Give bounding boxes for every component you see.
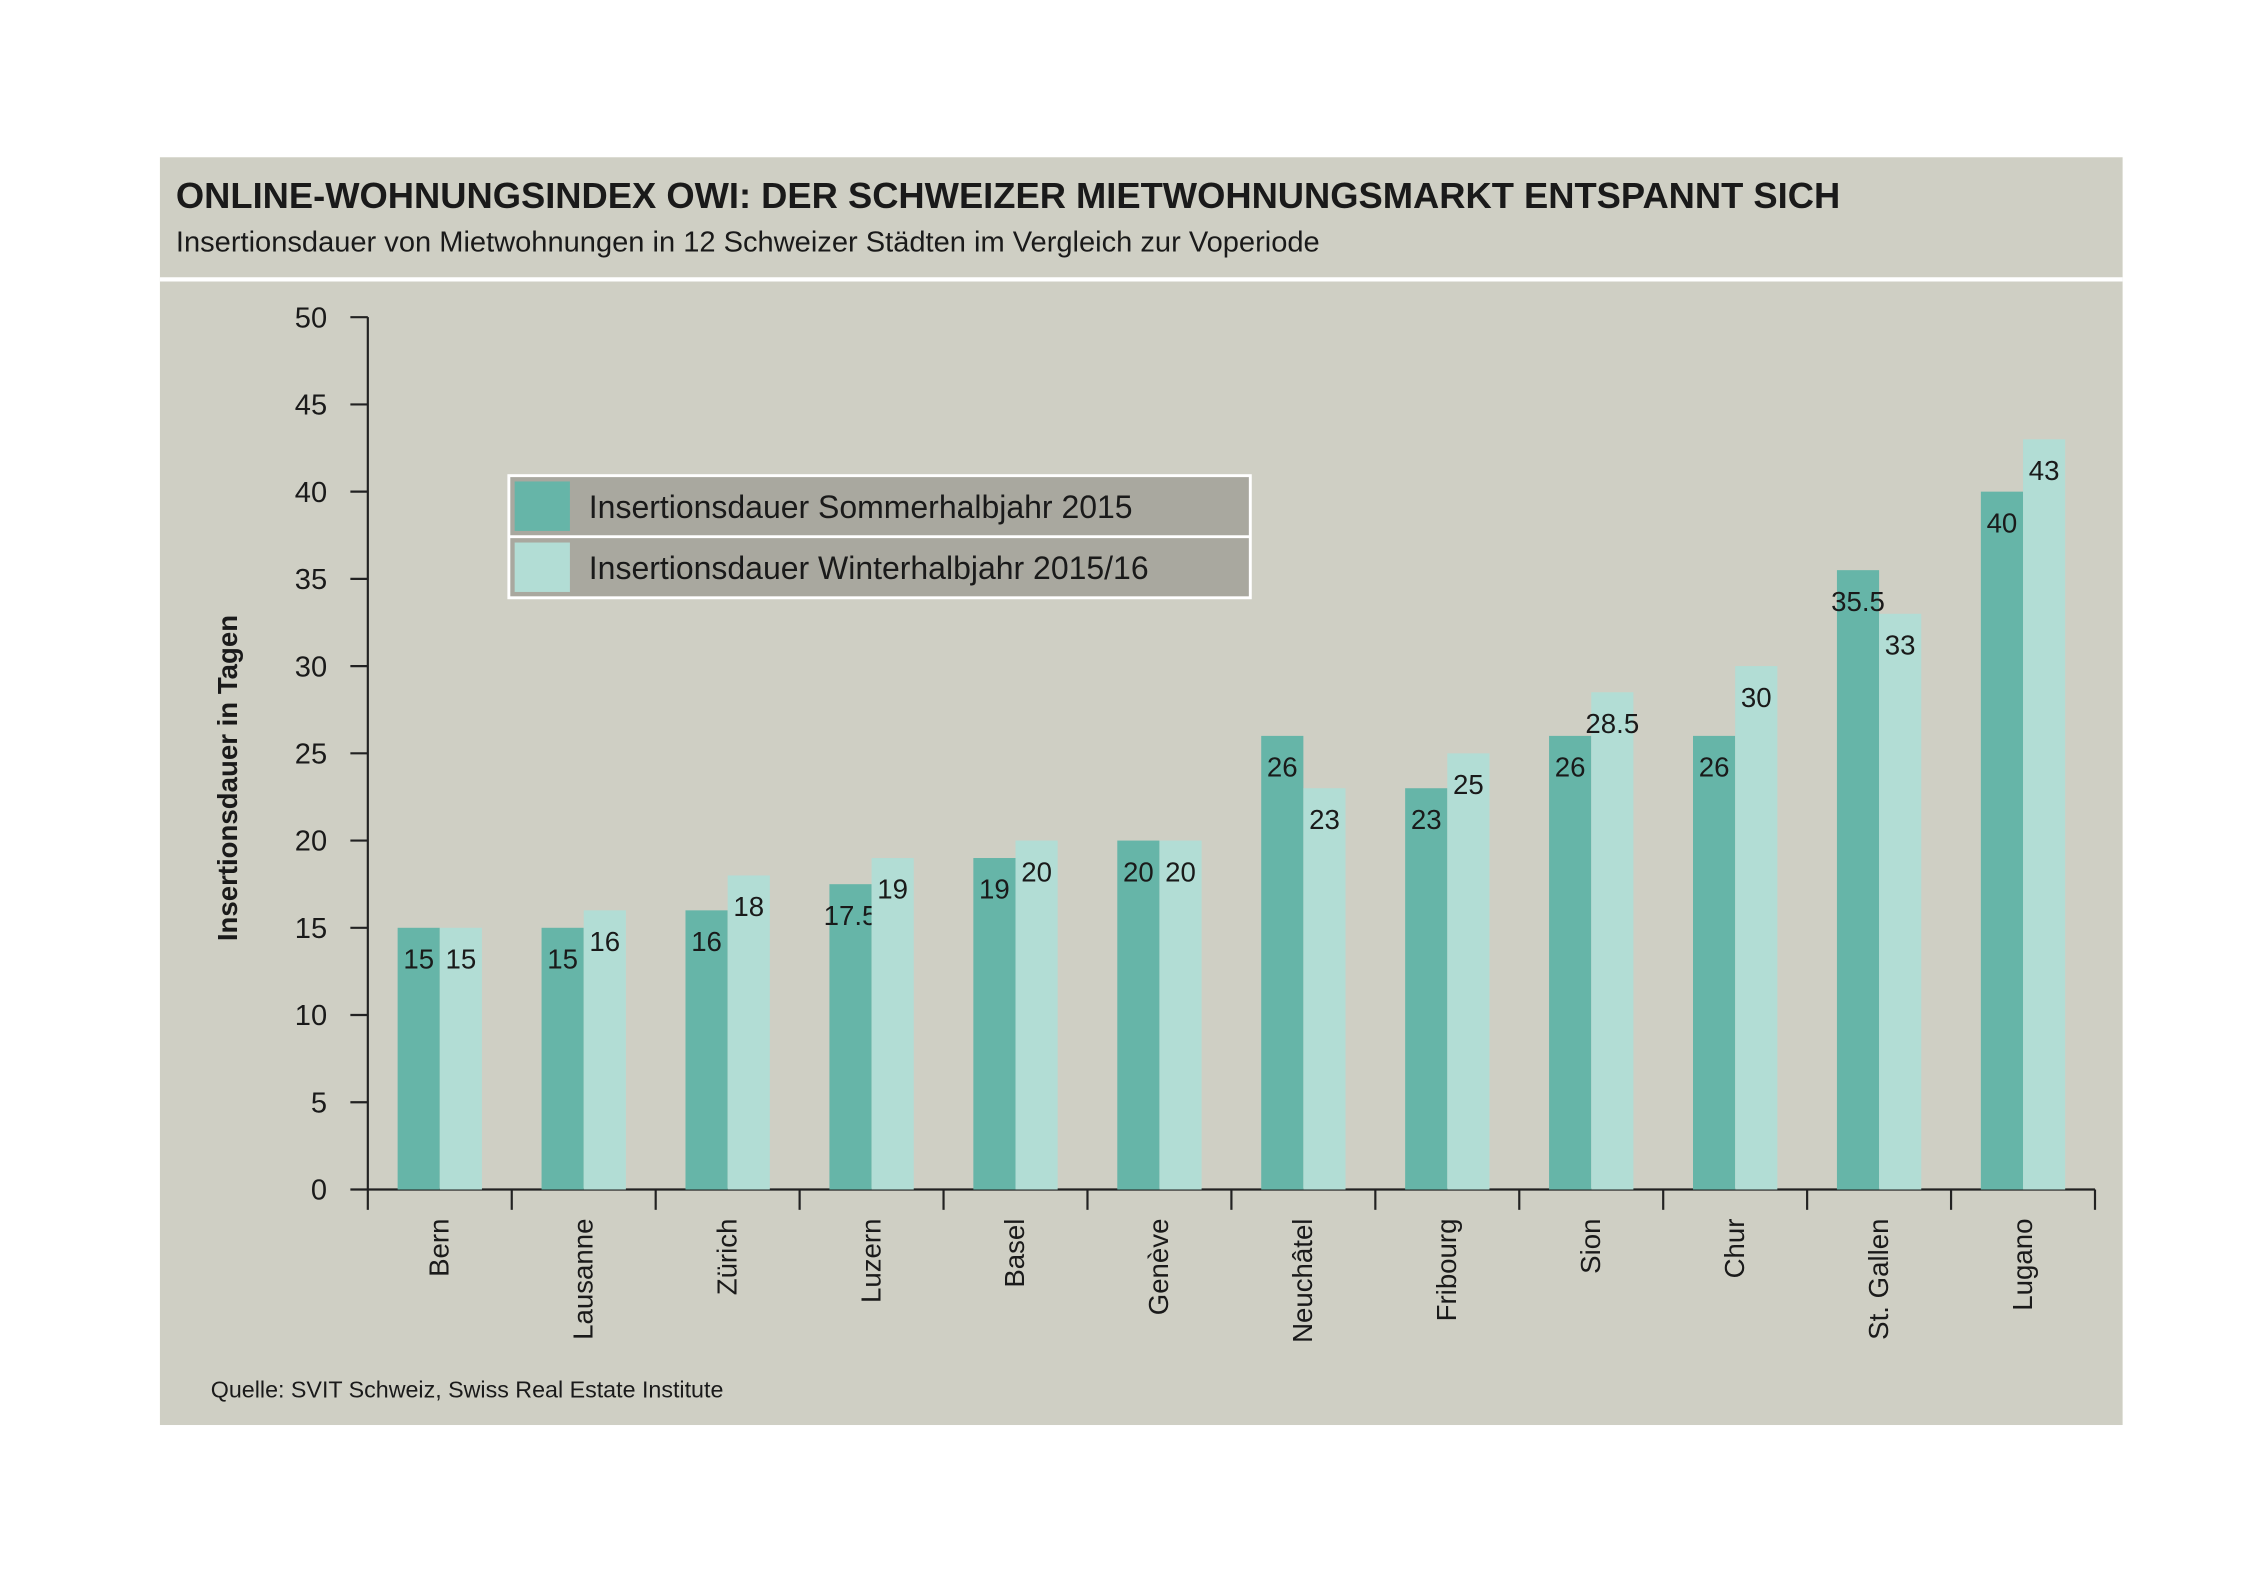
y-axis-label: Insertionsdauer in Tagen <box>212 615 243 941</box>
bar <box>439 927 482 1190</box>
value-label: 16 <box>589 926 620 957</box>
y-tick-label: 20 <box>295 826 327 858</box>
bar <box>1549 735 1592 1190</box>
y-tick-label: 25 <box>295 739 327 771</box>
x-tick-label: Sion <box>1575 1219 1606 1274</box>
value-label: 20 <box>1123 856 1154 887</box>
y-tick-label: 35 <box>295 564 327 596</box>
source-note: Quelle: SVIT Schweiz, Swiss Real Estate … <box>211 1376 724 1402</box>
legend-label: Insertionsdauer Sommerhalbjahr 2015 <box>589 489 1133 525</box>
bar <box>2023 439 2066 1190</box>
value-label: 28.5 <box>1585 708 1639 739</box>
y-tick-label: 15 <box>295 913 327 945</box>
panel <box>159 157 2123 1426</box>
value-label: 30 <box>1741 682 1772 713</box>
chart-title: ONLINE-WOHNUNGSINDEX OWI: DER SCHWEIZER … <box>176 175 1840 216</box>
x-tick-label: Zürich <box>711 1219 742 1296</box>
bar <box>1879 613 1922 1190</box>
value-label: 26 <box>1699 752 1730 783</box>
value-label: 35.5 <box>1831 586 1885 617</box>
value-label: 15 <box>446 944 477 975</box>
y-tick-label: 40 <box>295 477 327 509</box>
bar <box>973 858 1016 1190</box>
x-tick-label: Lausanne <box>567 1219 598 1340</box>
bar <box>1261 735 1304 1190</box>
value-label: 20 <box>1021 856 1052 887</box>
x-tick-label: Luzern <box>855 1219 886 1303</box>
y-tick-label: 10 <box>295 1000 327 1032</box>
value-label: 26 <box>1267 752 1298 783</box>
x-tick-label: St. Gallen <box>1863 1219 1894 1340</box>
chart-subtitle: Insertionsdauer von Mietwohnungen in 12 … <box>176 227 1320 259</box>
x-tick-label: Genève <box>1143 1219 1174 1316</box>
value-label: 15 <box>403 944 434 975</box>
x-tick-label: Bern <box>424 1219 455 1277</box>
bar <box>583 910 626 1190</box>
value-label: 19 <box>979 874 1010 905</box>
value-label: 16 <box>691 926 722 957</box>
value-label: 19 <box>877 874 908 905</box>
bar <box>1015 840 1058 1190</box>
value-label: 25 <box>1453 769 1484 800</box>
value-label: 15 <box>547 944 578 975</box>
y-tick-label: 45 <box>295 390 327 422</box>
value-label: 26 <box>1555 752 1586 783</box>
bar <box>829 884 872 1190</box>
bar <box>1405 788 1448 1190</box>
bar <box>1693 735 1736 1190</box>
y-tick-label: 5 <box>311 1087 327 1119</box>
x-tick-label: Lugano <box>2007 1219 2038 1311</box>
x-tick-label: Basel <box>999 1219 1030 1288</box>
value-label: 23 <box>1309 804 1340 835</box>
y-tick-label: 50 <box>295 302 327 334</box>
value-label: 40 <box>1987 507 2018 538</box>
value-label: 23 <box>1411 804 1442 835</box>
bar <box>397 927 440 1190</box>
x-tick-label: Chur <box>1719 1219 1750 1279</box>
bar <box>1980 491 2024 1190</box>
bar <box>541 927 584 1190</box>
bar <box>685 910 728 1190</box>
bar <box>1117 840 1160 1190</box>
y-tick-label: 30 <box>295 651 327 683</box>
bar <box>1303 788 1346 1190</box>
bar <box>1836 570 1880 1190</box>
bar <box>727 875 770 1190</box>
value-label: 33 <box>1885 629 1916 660</box>
legend-swatch <box>514 481 570 531</box>
bar <box>1159 840 1202 1190</box>
bar <box>1591 692 1634 1190</box>
y-tick-label: 0 <box>311 1175 327 1207</box>
x-tick-label: Fribourg <box>1431 1219 1462 1322</box>
value-label: 20 <box>1165 856 1196 887</box>
bar <box>871 858 914 1190</box>
legend-label: Insertionsdauer Winterhalbjahr 2015/16 <box>589 550 1149 586</box>
bar <box>1447 753 1490 1190</box>
value-label: 43 <box>2029 455 2060 486</box>
x-tick-label: Neuchâtel <box>1287 1219 1318 1343</box>
legend-swatch <box>514 542 570 592</box>
bar <box>1735 666 1778 1190</box>
value-label: 18 <box>733 891 764 922</box>
value-label: 17.5 <box>824 900 878 931</box>
